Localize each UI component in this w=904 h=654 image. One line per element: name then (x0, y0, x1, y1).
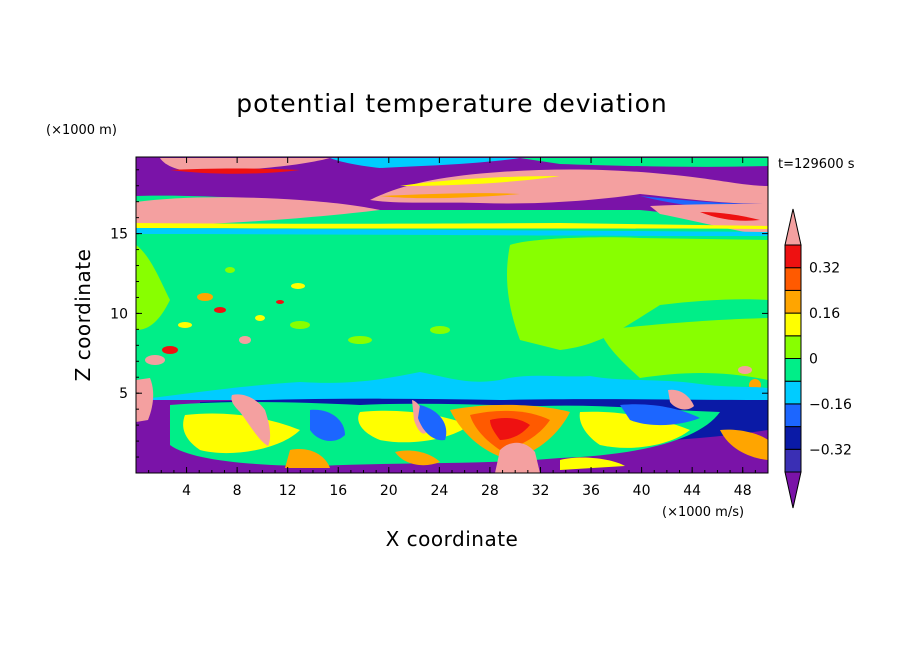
chart-title: potential temperature deviation (236, 89, 667, 118)
field-bl-blue (310, 409, 345, 442)
x-axis-label: X coordinate (386, 527, 519, 551)
colorbar-underflow (784, 471, 802, 509)
colorbar-label: 0.32 (809, 261, 840, 277)
field-pink-lower (136, 197, 380, 226)
colorbar-box (784, 335, 802, 359)
colorbar-overflow (784, 208, 802, 246)
colorbar-box (784, 426, 802, 450)
colorbar-box (784, 312, 802, 337)
colorbar-box (784, 267, 802, 291)
y-axis: 5 10 15 (110, 169, 768, 458)
field-positive-lower (600, 318, 768, 380)
colorbar-box (784, 244, 802, 269)
x-tick-label: 24 (430, 483, 448, 499)
field-positive-left (136, 245, 170, 330)
colorbar-box (784, 403, 802, 428)
x-tick-label: 48 (734, 483, 752, 499)
time-label: t=129600 s (778, 157, 855, 172)
field-bl-pink-left (231, 394, 271, 446)
colorbar-label: −0.32 (809, 442, 852, 458)
x-tick-label: 28 (481, 483, 499, 499)
field-right-red (700, 212, 760, 221)
x-tick-label: 4 (182, 483, 191, 499)
field-speckles (145, 267, 761, 391)
x-tick-label: 8 (233, 483, 242, 499)
field-bl-pink-edge (136, 378, 154, 422)
y-tick-label: 10 (110, 306, 128, 322)
colorbar-box (784, 380, 802, 405)
x-tick-label: 16 (329, 483, 347, 499)
x-tick-label: 36 (582, 483, 600, 499)
field-bl-orange-3 (395, 450, 440, 466)
colorbar-box (784, 448, 802, 473)
y-axis-unit: (×1000 m) (46, 123, 117, 138)
field-top-cyan (330, 158, 520, 168)
field-bl-yellow-4 (560, 457, 625, 470)
field-bl-yellow (183, 413, 300, 454)
y-axis-label: Z coordinate (71, 249, 95, 382)
x-axis: 4 8 12 16 20 24 28 32 36 40 44 48 (148, 157, 756, 499)
field-bl-red-core (490, 417, 530, 440)
colorbar-label: −0.16 (809, 397, 852, 413)
field-top-green (520, 158, 768, 167)
colorbar: 0.32 0.16 0 −0.16 −0.32 (784, 208, 852, 509)
field-bl-pink-right (668, 389, 694, 410)
field-bl-blue-3 (620, 404, 700, 426)
field-positive-right (507, 237, 768, 350)
field-top-red (170, 168, 300, 174)
field-bl-yellow-3 (579, 411, 690, 448)
field-band-yellow (400, 176, 560, 186)
colorbar-label: 0 (809, 352, 818, 368)
x-tick-label: 40 (633, 483, 651, 499)
field-trop-yellow (136, 223, 768, 229)
field-bl-orange-right (720, 429, 768, 460)
field-bl-orange-2 (285, 449, 330, 468)
heatmap-field (136, 157, 768, 473)
colorbar-box (784, 358, 802, 382)
field-bl-blue-2 (418, 405, 447, 441)
colorbar-label: 0.16 (809, 306, 840, 322)
field-bl-pink-plume (495, 442, 540, 473)
field-trop-cyan (136, 228, 768, 236)
y-tick-label: 5 (119, 386, 128, 402)
y-tick-label: 15 (110, 227, 128, 243)
x-tick-label: 32 (532, 483, 550, 499)
x-tick-label: 20 (380, 483, 398, 499)
colorbar-box (784, 289, 802, 314)
x-tick-label: 12 (279, 483, 297, 499)
x-axis-unit: (×1000 m/s) (662, 505, 744, 520)
field-band-orange (380, 193, 520, 199)
x-tick-label: 44 (683, 483, 701, 499)
